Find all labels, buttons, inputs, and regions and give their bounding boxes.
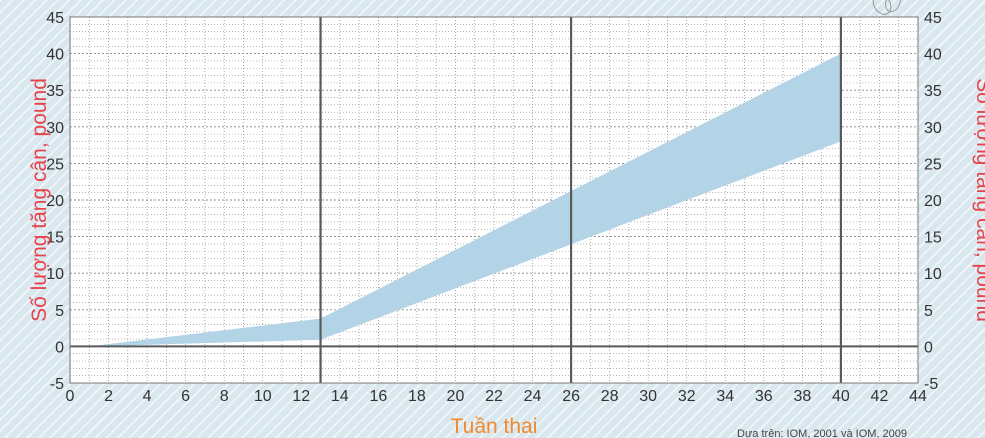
x-axis-label: Tuần thai xyxy=(451,415,538,438)
x-tick-label: 44 xyxy=(909,388,927,405)
x-tick-label: 10 xyxy=(254,388,272,405)
y-tick-label-left: 40 xyxy=(46,47,64,64)
x-tick-label: 22 xyxy=(485,388,503,405)
y-tick-label-left: 10 xyxy=(46,266,64,283)
x-tick-label: 0 xyxy=(66,388,75,405)
y-tick-label-right: 5 xyxy=(924,303,933,320)
y-tick-label-right: 15 xyxy=(924,230,942,247)
y-tick-label-right: 0 xyxy=(924,339,933,356)
y-axis-label-left: Số lượng tăng cân, pound xyxy=(28,78,51,322)
milestone-lines xyxy=(319,17,843,383)
x-tick-label: 6 xyxy=(181,388,190,405)
y-tick-label-right: -5 xyxy=(924,376,938,393)
source-note: Dựa trên: IOM, 2001 và IOM, 2009 xyxy=(737,428,907,438)
y-tick-label-left: 30 xyxy=(46,120,64,137)
y-tick-label-left: 45 xyxy=(46,10,64,27)
x-tick-label: 42 xyxy=(871,388,889,405)
y-tick-label-left: 0 xyxy=(55,339,64,356)
x-tick-label: 24 xyxy=(524,388,542,405)
x-tick-label: 38 xyxy=(793,388,811,405)
y-tick-label-right: 20 xyxy=(924,193,942,210)
x-tick-label: 28 xyxy=(601,388,619,405)
x-tick-label: 12 xyxy=(292,388,310,405)
x-tick-label: 14 xyxy=(331,388,349,405)
y-tick-label-left: 25 xyxy=(46,156,64,173)
y-tick-label-right: 30 xyxy=(924,120,942,137)
y-tick-label-right: 35 xyxy=(924,83,942,100)
x-tick-label: 26 xyxy=(562,388,580,405)
x-tick-label: 4 xyxy=(143,388,152,405)
y-tick-label-left: 5 xyxy=(55,303,64,320)
x-tick-labels: 0 2 4 6 8 10 12 14 16 18 20 22 24 26 28 30 32 34 36 38 40 42 4… xyxy=(66,388,927,405)
x-tick-label: 18 xyxy=(408,388,426,405)
y-tick-labels-right: -5 0 5 10 15 20 25 30 35 40 45 xyxy=(924,10,942,393)
y-tick-label-right: 25 xyxy=(924,156,942,173)
y-tick-label-left: 20 xyxy=(46,193,64,210)
x-tick-label: 40 xyxy=(832,388,850,405)
x-tick-label: 32 xyxy=(678,388,696,405)
x-tick-label: 30 xyxy=(639,388,657,405)
x-tick-label: 2 xyxy=(104,388,113,405)
x-tick-label: 34 xyxy=(716,388,734,405)
flower-decoration-icon xyxy=(872,0,901,15)
y-tick-label-left: 35 xyxy=(46,83,64,100)
y-tick-label-left: -5 xyxy=(50,376,64,393)
y-tick-label-right: 10 xyxy=(924,266,942,283)
y-tick-label-right: 45 xyxy=(924,10,942,27)
y-axis-label-right: Số lượng tăng cân, pound xyxy=(972,78,985,322)
plot-border xyxy=(69,16,919,384)
x-tick-label: 8 xyxy=(220,388,229,405)
x-tick-label: 36 xyxy=(755,388,773,405)
x-tick-label: 20 xyxy=(447,388,465,405)
y-tick-labels-left: -5 0 5 10 15 20 25 30 35 40 45 xyxy=(46,10,64,393)
y-tick-label-right: 40 xyxy=(924,47,942,64)
x-tick-label: 16 xyxy=(369,388,387,405)
y-tick-label-left: 15 xyxy=(46,230,64,247)
